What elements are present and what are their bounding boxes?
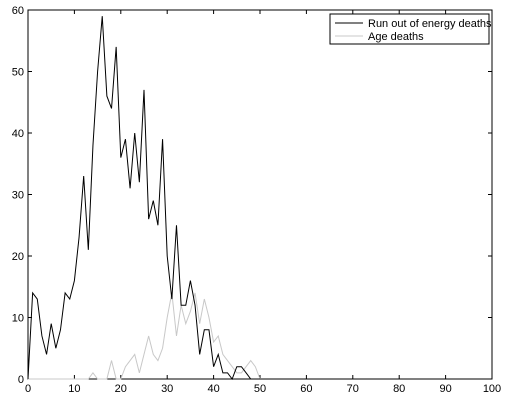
- x-tick-label: 90: [439, 383, 451, 395]
- legend-box: [329, 13, 490, 45]
- x-tick-label: 70: [347, 383, 359, 395]
- y-tick-label: 60: [12, 5, 24, 17]
- x-tick-label: 100: [483, 383, 501, 395]
- legend: Run out of energy deaths Age deaths: [329, 13, 492, 45]
- x-tick-label: 20: [115, 383, 127, 395]
- legend-label-run-out-of-energy-deaths: Run out of energy deaths: [368, 18, 492, 30]
- series-lines: [27, 16, 261, 381]
- y-tick-label: 0: [18, 374, 24, 386]
- x-tick-label: 50: [254, 383, 266, 395]
- series-line-run-out-of-energy-deaths: [27, 16, 260, 381]
- x-tick-label: 60: [300, 383, 312, 395]
- axis-ticks: 0 10 20 30 40 50 60 70 80 90 100 0 10 20 30 40 50 60: [12, 5, 501, 395]
- legend-label-age-deaths: Age deaths: [368, 31, 424, 43]
- x-tick-label: 40: [207, 383, 219, 395]
- y-tick-label: 10: [12, 313, 24, 325]
- plot-area: [27, 9, 493, 380]
- x-tick-label: 10: [68, 383, 80, 395]
- y-tick-label: 20: [12, 251, 24, 263]
- y-tick-label: 50: [12, 67, 24, 79]
- series-line-age-deaths: [28, 292, 261, 380]
- x-tick-label: 30: [161, 383, 173, 395]
- y-tick-label: 40: [12, 128, 24, 140]
- x-tick-label: 0: [25, 383, 31, 395]
- x-tick-label: 80: [393, 383, 405, 395]
- y-tick-label: 30: [12, 190, 24, 202]
